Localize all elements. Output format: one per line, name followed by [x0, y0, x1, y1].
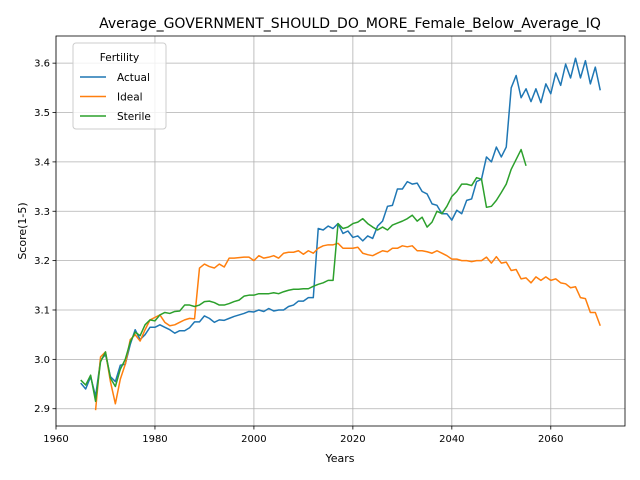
x-tick-label: 1980	[142, 434, 167, 445]
y-tick-label: 2.9	[34, 404, 50, 415]
grid-lines	[55, 36, 625, 426]
x-tick-label: 1960	[43, 434, 68, 445]
series-line-actual	[80, 57, 601, 398]
x-tick-label: 2060	[538, 434, 563, 445]
y-axis-label: Score(1-5)	[16, 202, 29, 259]
legend-label-actual: Actual	[117, 72, 150, 84]
y-axis-ticks: 2.9 3.0 3.1 3.2 3.3 3.4 3.5 3.6	[34, 59, 56, 415]
y-tick-label: 3.1	[34, 305, 50, 316]
y-tick-label: 3.2	[34, 256, 50, 267]
legend-label-ideal: Ideal	[117, 92, 143, 104]
legend-title: Fertility	[100, 52, 139, 64]
y-tick-label: 3.3	[34, 207, 50, 218]
series-line-sterile	[80, 148, 527, 403]
chart-title: Average_GOVERNMENT_SHOULD_DO_MORE_Female…	[99, 16, 601, 32]
legend-box	[72, 42, 167, 130]
x-axis-ticks: 1960 1980 2000 2020 2040 2060	[43, 426, 564, 445]
y-tick-label: 3.4	[34, 157, 50, 168]
series-lines	[80, 57, 601, 411]
legend: Fertility Actual Ideal Sterile	[72, 42, 167, 130]
y-tick-label: 3.0	[34, 355, 50, 366]
series-line-ideal	[94, 242, 601, 411]
x-tick-label: 2000	[241, 434, 266, 445]
x-axis-label: Years	[324, 452, 354, 465]
plot-frame	[55, 35, 626, 427]
x-tick-label: 2040	[439, 434, 464, 445]
legend-items: Actual Ideal Sterile	[80, 72, 151, 123]
legend-label-sterile: Sterile	[117, 111, 151, 123]
y-tick-label: 3.6	[34, 59, 50, 70]
x-tick-label: 2020	[340, 434, 365, 445]
y-tick-label: 3.5	[34, 108, 50, 119]
